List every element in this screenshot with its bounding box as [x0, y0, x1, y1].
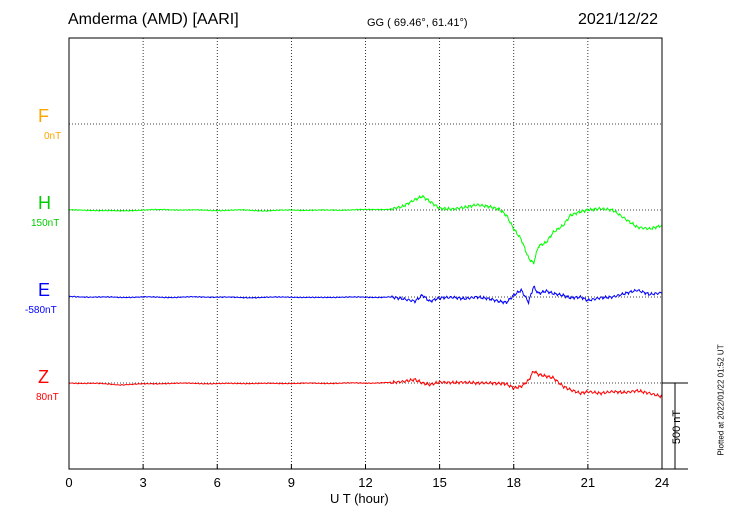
x-tick-label-18: 18: [507, 475, 521, 490]
x-tick-label-6: 6: [214, 475, 221, 490]
x-tick-label-3: 3: [140, 475, 147, 490]
series-label-f: F: [38, 106, 49, 126]
x-tick-label-21: 21: [581, 475, 595, 490]
series-line-h: [69, 194, 663, 265]
grid-lines: [69, 38, 662, 469]
station-title: Amderma (AMD) [AARI]: [68, 11, 239, 28]
x-tick-label-12: 12: [358, 475, 372, 490]
x-tick-label-0: 0: [65, 475, 72, 490]
date-label: 2021/12/22: [578, 11, 659, 28]
scale-bar: [662, 382, 688, 470]
baseline-label-h: 150nT: [31, 218, 60, 229]
x-axis-label: U T (hour): [330, 491, 389, 506]
x-tick-label-9: 9: [288, 475, 295, 490]
baseline-label-e: -580nT: [25, 305, 57, 316]
x-tick-label-15: 15: [432, 475, 446, 490]
series-line-e: [68, 285, 663, 306]
series-label-h: H: [38, 193, 51, 213]
scale-bar-label: 500 nT: [671, 409, 683, 445]
coordinates-label: GG ( 69.46°, 61.41°): [367, 17, 468, 29]
series-line-z: [68, 370, 663, 399]
x-axis-ticks: 0 3 6 9 12 15 18 21 24: [65, 464, 669, 490]
baseline-label-z: 80nT: [36, 392, 59, 403]
baseline-label-f: 0nT: [44, 131, 62, 142]
x-tick-label-24: 24: [655, 475, 669, 490]
series-label-e: E: [38, 280, 51, 300]
series-layer: [68, 194, 663, 399]
plotted-timestamp: Plotted at 2022/01/22 01:52 UT: [716, 344, 726, 456]
series-label-z: Z: [38, 367, 49, 387]
